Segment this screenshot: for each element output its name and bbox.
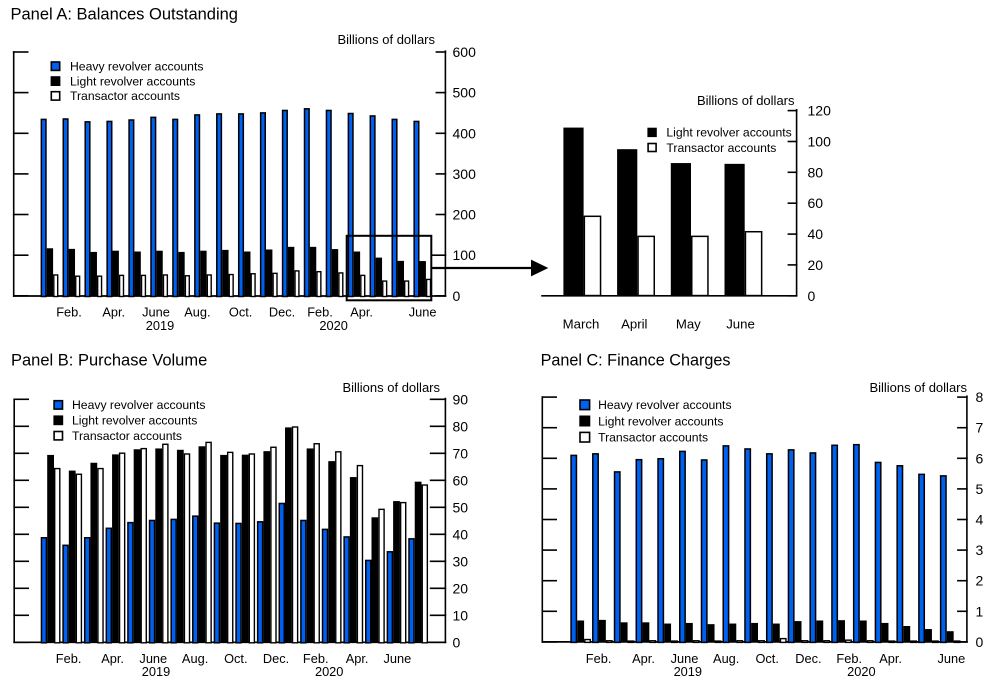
svg-text:2: 2 [976,573,984,589]
svg-text:Oct.: Oct. [229,305,252,320]
svg-text:Light revolver accounts: Light revolver accounts [72,414,197,428]
svg-text:60: 60 [808,195,824,211]
svg-text:2019: 2019 [146,318,174,333]
svg-text:June: June [139,651,167,666]
svg-text:3: 3 [976,542,984,558]
svg-text:Panel B: Purchase Volume: Panel B: Purchase Volume [11,351,207,369]
svg-text:Dec.: Dec. [263,651,289,666]
svg-text:Light revolver accounts: Light revolver accounts [666,126,791,140]
svg-text:2020: 2020 [847,664,875,679]
svg-text:70: 70 [453,445,469,461]
svg-text:10: 10 [453,607,469,623]
svg-text:Feb.: Feb. [56,305,82,320]
svg-text:Dec.: Dec. [269,305,295,320]
svg-text:Feb.: Feb. [307,305,333,320]
svg-text:Panel C: Finance Charges: Panel C: Finance Charges [541,351,731,369]
svg-text:0: 0 [976,634,984,650]
svg-text:20: 20 [808,257,824,273]
svg-text:7: 7 [976,420,984,436]
svg-text:1: 1 [976,603,984,619]
svg-text:Transactor accounts: Transactor accounts [598,431,708,445]
svg-text:0: 0 [808,288,816,304]
svg-text:Apr.: Apr. [101,651,124,666]
svg-text:Apr.: Apr. [102,305,125,320]
svg-text:2019: 2019 [142,664,170,679]
svg-text:8: 8 [976,389,984,405]
svg-text:June: June [384,651,412,666]
svg-text:Feb.: Feb. [586,651,612,666]
svg-text:Oct.: Oct. [224,651,247,666]
svg-text:Apr.: Apr. [346,651,369,666]
svg-text:June: June [671,651,699,666]
svg-text:4: 4 [976,512,984,528]
svg-text:50: 50 [453,499,469,515]
svg-text:Apr.: Apr. [350,305,373,320]
svg-text:100: 100 [808,134,832,150]
svg-text:Transactor accounts: Transactor accounts [72,429,182,443]
svg-text:0: 0 [453,634,461,650]
svg-text:40: 40 [453,526,469,542]
svg-text:30: 30 [453,553,469,569]
svg-text:80: 80 [453,418,469,434]
svg-text:June: June [726,317,755,332]
svg-text:40: 40 [808,226,824,242]
svg-text:500: 500 [453,85,477,101]
svg-text:200: 200 [453,207,477,223]
svg-text:Aug.: Aug. [184,305,210,320]
svg-text:300: 300 [453,166,477,182]
svg-text:Panel A: Balances Outstanding: Panel A: Balances Outstanding [11,5,239,23]
svg-text:2019: 2019 [674,664,702,679]
svg-text:Billions of dollars: Billions of dollars [337,32,435,47]
svg-text:Apr.: Apr. [632,651,655,666]
svg-text:100: 100 [453,247,477,263]
svg-text:Transactor accounts: Transactor accounts [666,141,776,155]
svg-text:Heavy revolver accounts: Heavy revolver accounts [598,398,731,412]
svg-text:June: June [409,305,437,320]
svg-text:March: March [563,317,600,332]
svg-text:Feb.: Feb. [836,651,862,666]
svg-text:60: 60 [453,472,469,488]
svg-text:0: 0 [453,288,461,304]
svg-text:Light revolver accounts: Light revolver accounts [598,414,723,428]
svg-text:Billions of dollars: Billions of dollars [342,380,440,395]
svg-text:120: 120 [808,103,832,119]
svg-text:5: 5 [976,481,984,497]
svg-text:April: April [621,317,647,332]
svg-text:Transactor accounts: Transactor accounts [70,89,180,103]
svg-text:2020: 2020 [319,318,347,333]
svg-text:Billions of dollars: Billions of dollars [697,93,795,108]
svg-text:June: June [938,651,966,666]
svg-text:June: June [142,305,170,320]
svg-text:May: May [676,317,701,332]
svg-text:Feb.: Feb. [56,651,82,666]
svg-text:Feb.: Feb. [303,651,329,666]
svg-text:6: 6 [976,450,984,466]
svg-text:400: 400 [453,125,477,141]
svg-text:2020: 2020 [315,664,343,679]
svg-text:Billions of dollars: Billions of dollars [869,380,967,395]
svg-text:600: 600 [453,44,477,60]
svg-text:20: 20 [453,580,469,596]
svg-text:80: 80 [808,164,824,180]
svg-text:Dec.: Dec. [795,651,821,666]
svg-text:Heavy revolver accounts: Heavy revolver accounts [72,398,205,412]
svg-text:90: 90 [453,391,469,407]
svg-text:Light revolver accounts: Light revolver accounts [70,74,195,88]
svg-text:Heavy revolver accounts: Heavy revolver accounts [70,60,203,74]
svg-text:Aug.: Aug. [713,651,739,666]
svg-text:Aug.: Aug. [182,651,208,666]
svg-text:Oct.: Oct. [755,651,778,666]
svg-text:Apr.: Apr. [879,651,902,666]
